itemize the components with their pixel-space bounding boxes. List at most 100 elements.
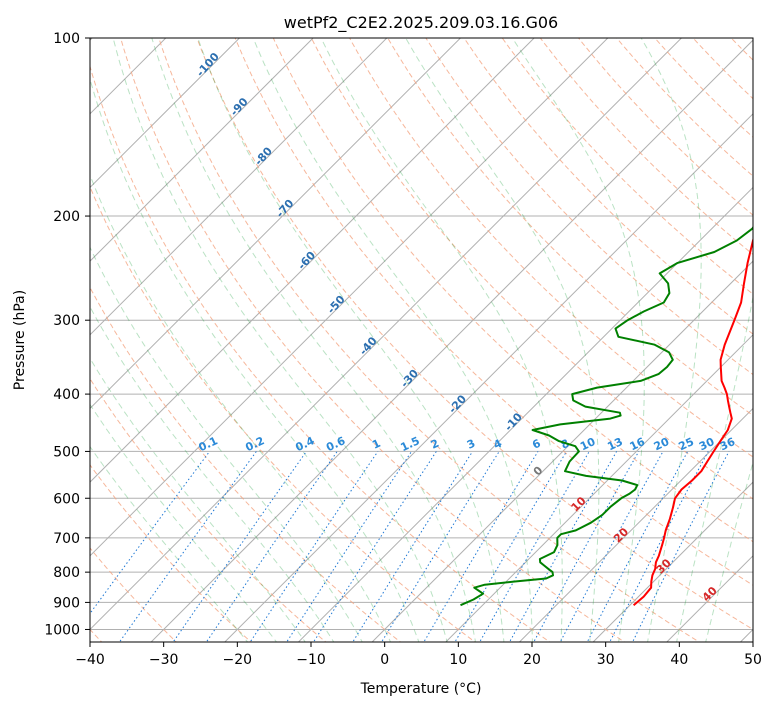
moist-adiabat-line [705,460,753,642]
x-axis-ticks: −40 −30 −20 −10 0 10 20 30 40 50 [75,642,762,668]
dry-adiabat-line [90,286,402,642]
isotherm-line [90,38,535,483]
mixing-ratio-line [533,451,640,642]
mixing-ratio-line [609,451,709,642]
mixing-ratio-label: 10 [578,435,598,453]
isotherm-line [592,481,753,642]
moist-adiabat-lines [90,38,753,642]
x-tick-label: 0 [380,652,389,668]
mixing-ratio-label: 16 [628,435,648,453]
mixing-ratio-label: 25 [677,435,696,453]
isotherm-line [518,407,753,642]
isotherm-line [90,38,388,336]
isotherm-line [90,38,314,262]
x-tick-label: 20 [523,652,541,668]
moist-adiabat-line [90,77,420,642]
dewpoint-profile-line [460,225,753,607]
dry-adiabat-lines [90,38,753,642]
dry-adiabat-line [463,38,753,335]
mixing-ratio-line [118,451,257,642]
mixing-ratio-line [172,451,307,642]
isotherm-line [150,39,753,642]
moist-adiabat-line [320,38,563,642]
mixing-ratio-line [381,451,500,642]
dry-adiabat-line [120,38,626,642]
mixing-ratio-line [205,451,338,642]
y-tick-label: 300 [53,313,80,329]
y-tick-label: 400 [53,387,80,403]
x-tick-label: −10 [296,652,326,668]
mixing-ratio-label: 20 [652,435,672,453]
y-axis-title: Pressure (hPa) [12,290,28,390]
dry-adiabat-line [349,38,753,458]
y-tick-label: 900 [53,595,80,611]
x-tick-label: −20 [223,652,253,668]
y-tick-label: 800 [53,565,80,581]
dry-adiabat-line [234,38,753,586]
dry-adiabat-line [90,464,252,642]
moist-adiabat-line [197,38,505,642]
mixing-ratio-line [423,451,539,642]
dry-adiabat-line [90,377,327,642]
x-tick-label: 40 [670,652,688,668]
moist-adiabat-line [405,38,600,642]
mixing-ratio-line [286,451,413,642]
dry-adiabat-line [310,38,753,500]
dry-adiabat-line [272,38,753,543]
mixing-ratio-label: 36 [718,435,738,453]
y-tick-label: 500 [53,444,80,460]
moist-adiabat-line [90,173,392,642]
mixing-ratio-line [90,451,211,615]
moist-adiabat-line [90,357,306,642]
pressure-grid [90,38,753,630]
mixing-ratio-lines [90,451,730,642]
y-tick-label: 100 [53,31,80,47]
dry-adiabat-line [539,38,753,256]
x-axis-title: Temperature (°C) [360,681,482,697]
moist-adiabat-line [90,246,363,642]
y-tick-label: 600 [53,491,80,507]
moist-adiabat-line [640,38,702,642]
x-tick-label: 10 [449,652,467,668]
moist-adiabat-line [511,38,645,642]
temperature-profile-line [632,237,753,606]
y-tick-label: 700 [53,531,80,547]
x-tick-label: 30 [597,652,615,668]
isotherm-line [297,186,753,642]
y-tick-label: 1000 [44,622,80,638]
isotherm-lines [90,38,753,642]
isotherm-line [90,38,241,189]
moist-adiabat-line [112,38,448,642]
chart-title: wetPf2_C2E2.2025.209.03.16.G06 [284,13,558,33]
mixing-ratio-line [586,451,689,642]
x-tick-label: −30 [149,652,179,668]
mixing-ratio-label: 30 [697,435,717,453]
dry-adiabat-line [158,38,701,642]
isotherm-line [371,260,753,642]
sounding-series [460,225,753,607]
x-tick-label: 50 [744,652,762,668]
dry-adiabat-line [425,38,753,376]
dry-adiabat-line [616,38,753,177]
moist-adiabat-line [90,305,335,642]
dry-adiabat-line [654,38,753,138]
moist-adiabat-line [90,403,278,642]
mixing-ratio-line [352,451,474,642]
dry-adiabat-line [387,38,753,417]
plot-frame [89,37,754,643]
moist-adiabat-line [676,294,753,642]
x-tick-label: −40 [75,652,105,668]
mixing-ratio-label: 13 [605,435,624,453]
isotherm-line [90,38,609,557]
isotherm-line [90,38,683,631]
isotherm-line [224,113,753,642]
mixing-ratio-line [249,451,379,642]
dry-adiabat-line [196,38,753,631]
moist-adiabat-line [252,38,533,642]
mixing-ratio-line [454,451,568,642]
mixing-ratio-line [559,451,664,642]
moist-adiabat-line [90,445,249,642]
mixing-ratio-line [312,451,437,642]
